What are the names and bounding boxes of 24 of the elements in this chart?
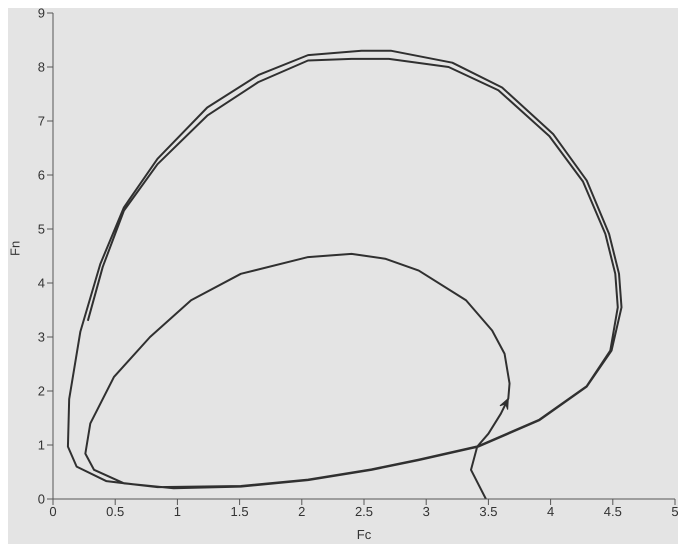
y-tick-label: 1: [38, 438, 45, 453]
x-tick-label: 2: [298, 504, 306, 520]
x-tick-label: 3: [422, 504, 430, 520]
x-tick-label: 2.5: [354, 504, 374, 520]
x-axis-title: Fc: [356, 527, 372, 542]
x-tick-label: 4.5: [604, 504, 622, 520]
x-tick-label: 3.5: [479, 504, 498, 520]
y-tick-label: 8: [38, 60, 45, 75]
y-axis-title: Fn: [8, 240, 23, 256]
y-tick-label: 6: [38, 168, 45, 183]
y-tick-label: 7: [38, 114, 45, 129]
y-tick-label: 4: [38, 276, 45, 291]
y-tick-label: 5: [38, 222, 45, 237]
x-tick-label: 1.5: [230, 504, 249, 520]
x-tick-label: 0.5: [106, 504, 124, 520]
y-tick-label: 9: [38, 6, 45, 21]
y-tick-label: 0: [38, 492, 45, 507]
y-tick-label: 2: [38, 384, 45, 399]
line-series: [66, 50, 623, 499]
y-tick-label: 3: [38, 330, 45, 345]
x-tick-label: 5: [671, 504, 678, 520]
x-tick-label: 1: [174, 504, 182, 520]
x-tick-label: 4: [546, 504, 554, 520]
x-tick-label: 0: [49, 504, 57, 520]
